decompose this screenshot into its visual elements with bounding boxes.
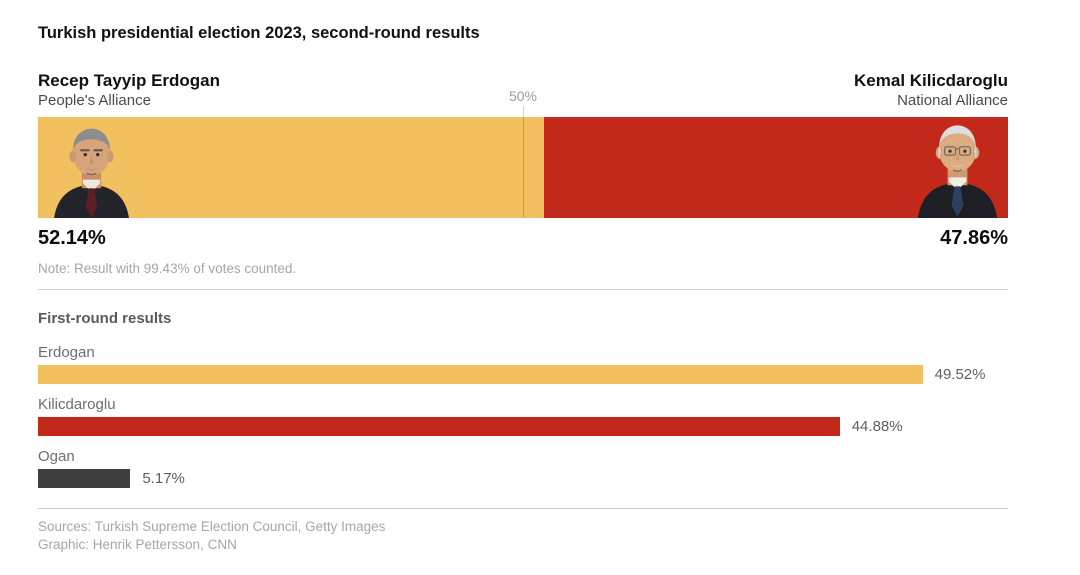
fifty-percent-gridline-label: 50% [508,88,538,104]
candidate-header-kilicdaroglu: Kemal Kilicdaroglu National Alliance [854,71,1008,110]
candidate-party-erdogan: People's Alliance [38,92,151,109]
second-round-value-erdogan: 52.14% [38,227,106,249]
first-round-heading: First-round results [38,310,172,327]
candidate-name-kilicdaroglu: Kemal Kilicdaroglu [854,71,1008,90]
first-round-bar-track: 49.52% [38,365,1008,384]
fifty-percent-gridline [522,106,524,218]
first-round-bar-label: Kilicdaroglu [38,396,116,413]
chart-title: Turkish presidential election 2023, seco… [38,24,480,42]
count-note: Note: Result with 99.43% of votes counte… [38,261,297,276]
second-round-segment-kilicdaroglu [543,117,1008,218]
first-round-rows: Erdogan 49.52% Kilicdaroglu 44.88% Ogan 5.17% [38,344,1008,500]
first-round-bar [38,365,923,384]
divider [38,508,1008,509]
first-round-bar [38,417,840,436]
erdogan-portrait [54,128,129,218]
credit-line: Graphic: Henrik Pettersson, CNN [38,537,237,552]
first-round-bar-value: 49.52% [934,366,986,383]
footer: Sources: Turkish Supreme Election Counci… [38,518,1008,554]
candidate-name-erdogan: Recep Tayyip Erdogan [38,71,221,90]
first-round-bar-label: Ogan [38,448,75,465]
sources-line: Sources: Turkish Supreme Election Counci… [38,519,386,534]
first-round-bar-value: 5.17% [142,470,185,487]
divider [38,289,1008,290]
candidate-party-kilicdaroglu: National Alliance [897,92,1008,109]
first-round-row: Erdogan 49.52% [38,344,1008,384]
first-round-bar-track: 5.17% [38,469,1008,488]
first-round-row: Ogan 5.17% [38,448,1008,488]
first-round-row: Kilicdaroglu 44.88% [38,396,1008,436]
first-round-bar-track: 44.88% [38,417,1008,436]
kilicdaroglu-portrait [917,125,998,218]
second-round-value-kilicdaroglu: 47.86% [940,227,1008,249]
first-round-bar-label: Erdogan [38,344,95,361]
candidate-header-erdogan: Recep Tayyip Erdogan People's Alliance [38,71,220,110]
second-round-bar [38,117,1008,218]
first-round-bar [38,469,131,488]
second-round-segment-erdogan [38,117,544,218]
first-round-bar-value: 44.88% [851,418,903,435]
